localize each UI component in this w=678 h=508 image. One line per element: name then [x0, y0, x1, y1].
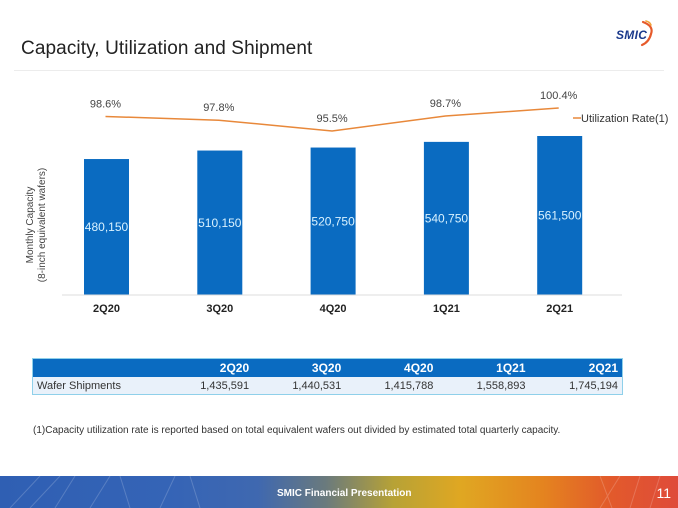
capacity-bar-label: 520,750: [311, 214, 355, 228]
table-header-2Q20: 2Q20: [161, 358, 254, 377]
smic-logo: SMIC: [612, 20, 662, 48]
logo-arc-icon: [640, 20, 653, 47]
capacity-bar-label: 540,750: [425, 211, 469, 225]
table-cell: 1,435,591: [161, 377, 254, 395]
x-tick-label: 2Q21: [546, 303, 573, 315]
table-cell: 1,440,531: [253, 377, 346, 395]
utilization-label: 98.7%: [430, 98, 461, 110]
capacity-bar-2Q21: [537, 136, 583, 295]
table-header-blank: [32, 358, 161, 377]
capacity-bar-2Q20: [84, 159, 129, 295]
table-row: Wafer Shipments 1,435,591 1,440,531 1,415,7…: [32, 377, 623, 395]
capacity-bar-4Q20: [310, 147, 356, 295]
table-header-row: 2Q20 3Q20 4Q20 1Q21 2Q21: [32, 358, 623, 377]
utilization-label: 100.4%: [540, 90, 578, 102]
x-tick-label: 1Q21: [433, 303, 460, 315]
table-header-3Q20: 3Q20: [253, 358, 346, 377]
table-header-2Q21: 2Q21: [529, 358, 623, 377]
capacity-bar-label: 480,150: [85, 220, 129, 234]
capacity-bar-1Q21: [423, 141, 469, 295]
capacity-bar-label: 510,150: [198, 216, 242, 230]
utilization-label: 97.8%: [203, 102, 234, 114]
x-tick-label: 2Q20: [93, 303, 120, 315]
page-number: 11: [656, 485, 671, 501]
table-cell: 1,415,788: [345, 377, 438, 395]
footer-bar: SMIC Financial Presentation 11: [0, 476, 678, 508]
table-cell: 1,558,893: [437, 377, 530, 395]
utilization-label: 98.6%: [90, 98, 121, 110]
x-tick-label: 3Q20: [206, 303, 233, 315]
wafer-shipments-table: 2Q20 3Q20 4Q20 1Q21 2Q21 Wafer Shipments 1,43…: [32, 358, 623, 395]
capacity-bar-label: 561,500: [538, 209, 582, 223]
table-header-4Q20: 4Q20: [345, 358, 438, 377]
utilization-label: 95.5%: [316, 113, 347, 125]
footnote: (1)Capacity utilization rate is reported…: [33, 425, 561, 436]
footer-texture: [9, 476, 661, 508]
row-label: Wafer Shipments: [32, 377, 161, 395]
slide-title: Capacity, Utilization and Shipment: [21, 38, 313, 59]
footer-title: SMIC Financial Presentation: [277, 488, 412, 499]
logo-text: SMIC: [616, 28, 648, 42]
capacity-bar-3Q20: [197, 150, 243, 295]
title-divider: [14, 70, 664, 71]
legend-label: Utilization Rate(1): [581, 113, 668, 125]
x-tick-label: 4Q20: [320, 303, 347, 315]
table-cell: 1,745,194: [529, 377, 623, 395]
capacity-utilization-chart: 480,150 510,150 520,750 540,750 561,500 98.6…: [62, 90, 668, 315]
table-header-1Q21: 1Q21: [437, 358, 530, 377]
